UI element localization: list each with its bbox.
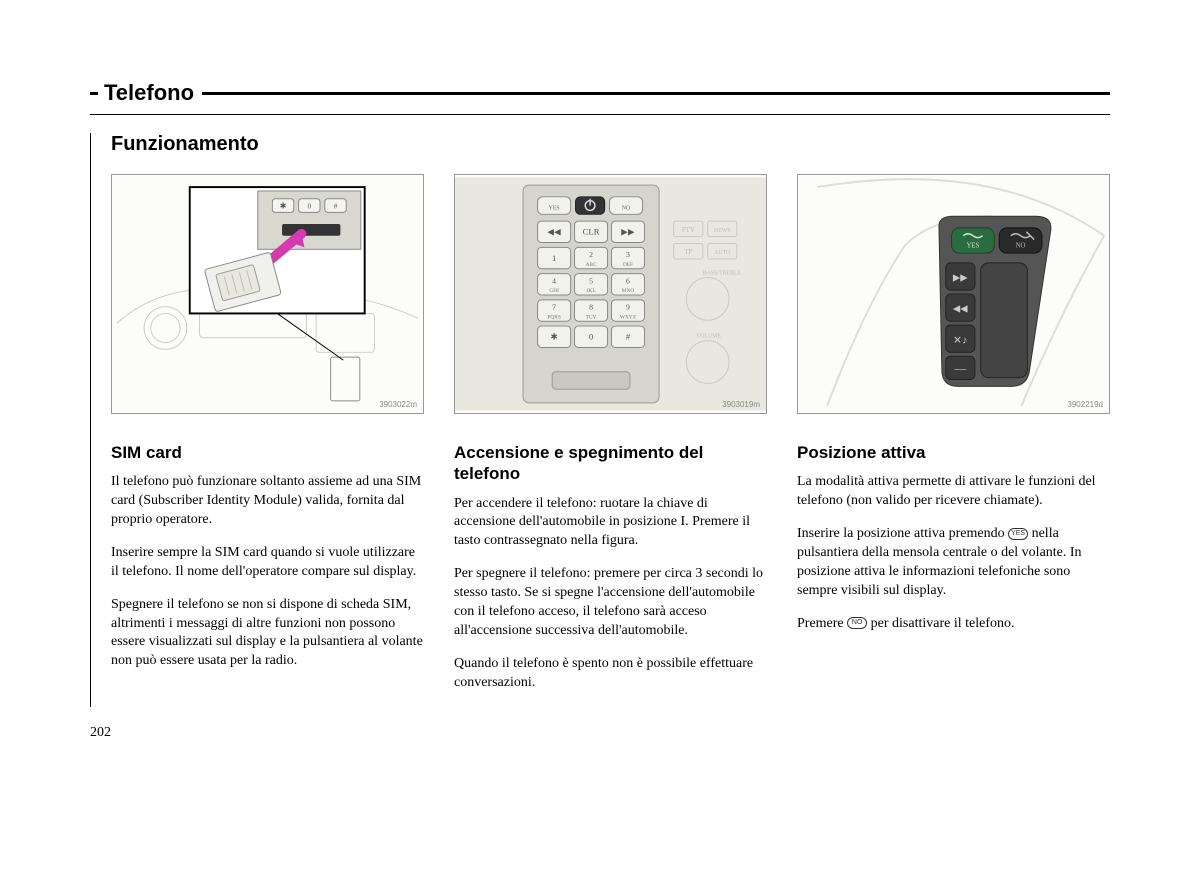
svg-text:ABC: ABC	[586, 262, 597, 268]
body-text: Quando il telefono è spento non è possib…	[454, 655, 767, 693]
svg-text:NO: NO	[1016, 242, 1026, 249]
figure-ref: 3902219d	[1067, 400, 1103, 409]
svg-text:3: 3	[626, 250, 630, 259]
page-title: Telefono	[104, 80, 194, 106]
figure-keypad: YES NO ◀◀ CLR ▶▶ 1 2 ABC 3 DEF 4 GHI 5 JKL 6 MNO 7 PQRS…	[454, 174, 767, 414]
figure-ref: 3903022m	[379, 400, 417, 409]
figure-ref: 3903019m	[722, 400, 760, 409]
svg-text:DEF: DEF	[623, 262, 633, 268]
svg-text:WXYZ: WXYZ	[620, 314, 636, 320]
svg-text:1: 1	[552, 253, 556, 263]
svg-text:4: 4	[552, 276, 556, 285]
svg-text:PTY: PTY	[682, 227, 695, 234]
svg-text:✱: ✱	[550, 332, 557, 342]
svg-text:◀◀: ◀◀	[547, 227, 561, 237]
phone-yes-icon: YES	[1008, 528, 1028, 540]
svg-text:NO: NO	[622, 205, 630, 211]
svg-text:YES: YES	[549, 205, 560, 211]
body-text: Inserire sempre la SIM card quando si vu…	[111, 544, 424, 582]
heading-active: Posizione attiva	[797, 442, 1110, 463]
rule-decoration	[90, 92, 98, 95]
svg-text:#: #	[626, 332, 631, 342]
svg-text:▶▶: ▶▶	[621, 227, 635, 237]
svg-text:#: #	[334, 201, 338, 210]
rule-decoration	[90, 114, 1110, 115]
figure-steering-controls: YES NO ▶▶ ◀◀ ✕♪ — 39022	[797, 174, 1110, 414]
column-power: YES NO ◀◀ CLR ▶▶ 1 2 ABC 3 DEF 4 GHI 5 JKL 6 MNO 7 PQRS…	[454, 174, 767, 707]
svg-text:YES: YES	[967, 242, 980, 249]
svg-text:0: 0	[589, 332, 594, 342]
svg-text:NEWS: NEWS	[714, 228, 731, 234]
svg-text:◀◀: ◀◀	[953, 303, 968, 314]
svg-text:5: 5	[589, 276, 593, 285]
figure-sim-card: ✱ 0 #	[111, 174, 424, 414]
svg-text:✕♪: ✕♪	[953, 335, 967, 347]
body-text: Premere NO per disattivare il telefono.	[797, 615, 1110, 634]
body-text: Spegnere il telefono se non si dispone d…	[111, 596, 424, 672]
body-text: Inserire la posizione attiva premendo YE…	[797, 525, 1110, 601]
svg-text:TP: TP	[684, 249, 692, 256]
heading-sim-card: SIM card	[111, 442, 424, 463]
svg-text:MNO: MNO	[622, 288, 635, 294]
body-text: Il telefono può funzionare soltanto assi…	[111, 473, 424, 530]
svg-text:CLR: CLR	[583, 227, 600, 237]
svg-text:2: 2	[589, 250, 593, 259]
page-number: 202	[90, 725, 1110, 741]
svg-text:PQRS: PQRS	[547, 314, 560, 320]
svg-text:▶▶: ▶▶	[953, 272, 968, 283]
column-active: YES NO ▶▶ ◀◀ ✕♪ — 39022	[797, 174, 1110, 707]
body-text: La modalità attiva permette di attivare …	[797, 473, 1110, 511]
svg-text:JKL: JKL	[586, 288, 595, 294]
svg-text:VOLUME: VOLUME	[696, 334, 721, 340]
svg-text:AUTO: AUTO	[714, 250, 730, 256]
svg-text:TUV: TUV	[586, 314, 597, 320]
svg-text:BASS/TREBLE: BASS/TREBLE	[703, 271, 742, 277]
svg-text:8: 8	[589, 303, 593, 312]
svg-text:—: —	[953, 362, 966, 375]
svg-text:GHI: GHI	[549, 288, 559, 294]
svg-text:7: 7	[552, 303, 556, 312]
svg-text:6: 6	[626, 276, 630, 285]
body-text: Per accendere il telefono: ruotare la ch…	[454, 495, 767, 552]
page-subtitle: Funzionamento	[111, 133, 1110, 156]
svg-text:✱: ✱	[280, 201, 287, 210]
heading-power: Accensione e spegnimento del telefono	[454, 442, 767, 485]
phone-no-icon: NO	[847, 617, 867, 629]
rule-decoration	[202, 92, 1110, 95]
svg-text:0: 0	[308, 203, 312, 210]
body-text: Per spegnere il telefono: premere per ci…	[454, 565, 767, 641]
column-sim-card: ✱ 0 #	[111, 174, 424, 707]
svg-text:9: 9	[626, 303, 630, 312]
